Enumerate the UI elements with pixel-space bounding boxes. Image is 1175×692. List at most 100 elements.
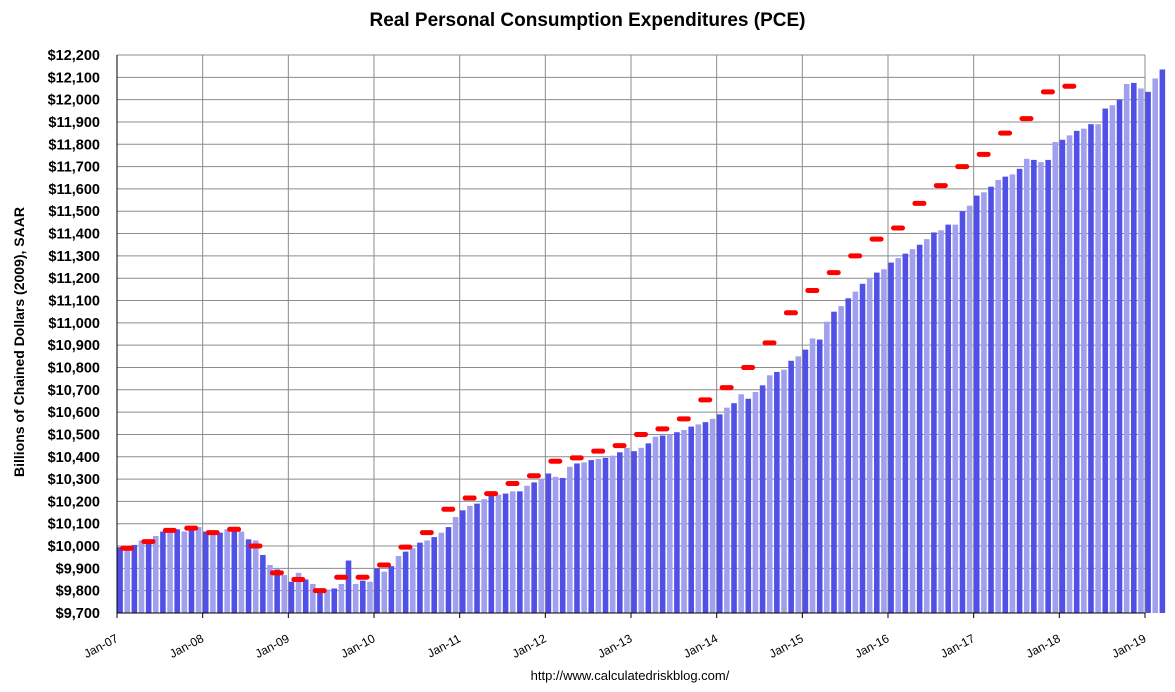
pce-bar: [188, 528, 195, 613]
pce-bar: [281, 575, 288, 613]
pce-bar: [538, 479, 545, 613]
pce-bar: [1009, 174, 1016, 614]
pce-bar: [545, 473, 552, 613]
quarterly-marker: [248, 543, 263, 549]
y-tick-label: $10,000: [48, 539, 100, 555]
quarterly-marker: [998, 130, 1013, 136]
y-tick-labels: $9,700 $9,800 $9,900 $10,000 $10,100 $10,200 $…: [48, 48, 100, 622]
y-tick-label: $9,800: [56, 584, 100, 600]
pce-bar: [145, 541, 152, 613]
pce-bar: [1123, 84, 1130, 614]
quarterly-marker: [633, 431, 648, 437]
y-tick-label: $10,500: [48, 427, 100, 443]
pce-bar: [524, 485, 530, 613]
pce-bar: [509, 491, 516, 613]
quarterly-marker: [398, 544, 413, 550]
y-tick-label: $10,800: [48, 360, 100, 376]
pce-bar: [210, 534, 216, 613]
quarterly-marker: [783, 310, 798, 316]
pce-bar: [245, 539, 252, 613]
pce-bar: [959, 211, 966, 614]
pce-bar: [688, 426, 694, 613]
pce-bar: [602, 457, 609, 613]
y-tick-label: $11,700: [48, 160, 100, 176]
pce-bar: [217, 532, 223, 613]
pce-bar: [488, 495, 495, 613]
x-tick-labels: Jan-07 Jan-08 Jan-09 Jan-10 Jan-11 Jan-12 Jan-…: [81, 631, 1148, 661]
quarterly-marker: [141, 539, 156, 545]
y-tick-label: $10,300: [48, 472, 100, 488]
pce-bar: [788, 360, 794, 613]
pce-bar: [738, 394, 744, 613]
pce-bar: [1095, 124, 1101, 613]
x-tick-label: Jan-11: [425, 631, 463, 660]
pce-bar: [381, 571, 388, 613]
pce-bar: [1145, 91, 1151, 613]
pce-bar: [752, 392, 759, 613]
x-tick-label: Jan-17: [938, 631, 977, 661]
pce-bar: [909, 249, 916, 613]
quarterly-marker: [119, 545, 134, 551]
x-tick-label: Jan-13: [595, 631, 634, 661]
pce-bar: [495, 494, 502, 613]
pce-bar: [260, 554, 266, 613]
pce-bar: [1152, 78, 1159, 614]
pce-bar: [331, 588, 338, 613]
pce-bar: [324, 589, 330, 613]
y-tick-label: $11,100: [48, 294, 100, 310]
pce-bar: [531, 482, 537, 613]
y-tick-label: $10,900: [48, 338, 100, 354]
pce-bar: [695, 424, 702, 613]
x-tick-label: Jan-19: [1109, 631, 1148, 661]
pce-bar: [474, 503, 480, 613]
pce-bar: [295, 572, 302, 613]
quarterly-marker: [569, 455, 584, 461]
pce-bar: [902, 253, 909, 613]
pce-bar: [481, 499, 487, 613]
pce-bar: [424, 540, 430, 613]
quarterly-marker: [612, 443, 627, 449]
quarterly-marker: [355, 574, 370, 580]
pce-bar: [1159, 69, 1166, 614]
x-tick-label: Jan-10: [338, 631, 377, 661]
pce-bar: [138, 540, 145, 613]
quarterly-marker: [1062, 83, 1077, 89]
x-tick-label: Jan-14: [681, 631, 720, 661]
pce-bar: [674, 432, 680, 613]
y-tick-label: $9,700: [56, 606, 100, 622]
quarterly-marker: [334, 574, 349, 580]
quarterly-marker: [184, 525, 199, 531]
quarterly-marker: [227, 526, 242, 532]
pce-bar: [224, 529, 230, 613]
quarterly-marker: [162, 527, 177, 533]
pce-bar: [923, 239, 930, 613]
pce-bar: [360, 580, 366, 613]
quarterly-marker: [548, 458, 563, 464]
quarterly-markers: [119, 83, 1077, 594]
pce-bars: [117, 69, 1166, 614]
pce-bar: [374, 568, 380, 613]
y-tick-label: $10,700: [48, 383, 100, 399]
pce-bar: [1066, 135, 1073, 614]
pce-bar: [617, 452, 623, 613]
pce-bar: [1016, 168, 1023, 613]
pce-bar: [1081, 128, 1087, 613]
y-tick-label: $10,400: [48, 450, 100, 466]
pce-bar: [288, 581, 295, 613]
pce-bar: [1045, 159, 1051, 614]
quarterly-marker: [869, 236, 884, 242]
pce-bar: [838, 306, 844, 613]
pce-bar: [638, 447, 645, 613]
pce-bar: [1102, 108, 1109, 614]
pce-bar: [274, 569, 280, 613]
pce-bar: [766, 375, 773, 613]
pce-bar: [659, 435, 666, 613]
quarterly-marker: [505, 481, 520, 487]
pce-bar: [952, 224, 959, 613]
quarterly-marker: [376, 562, 391, 568]
pce-bar: [745, 398, 752, 613]
pce-bar: [831, 311, 837, 613]
pce-bar: [774, 371, 780, 613]
quarterly-marker: [933, 183, 948, 189]
